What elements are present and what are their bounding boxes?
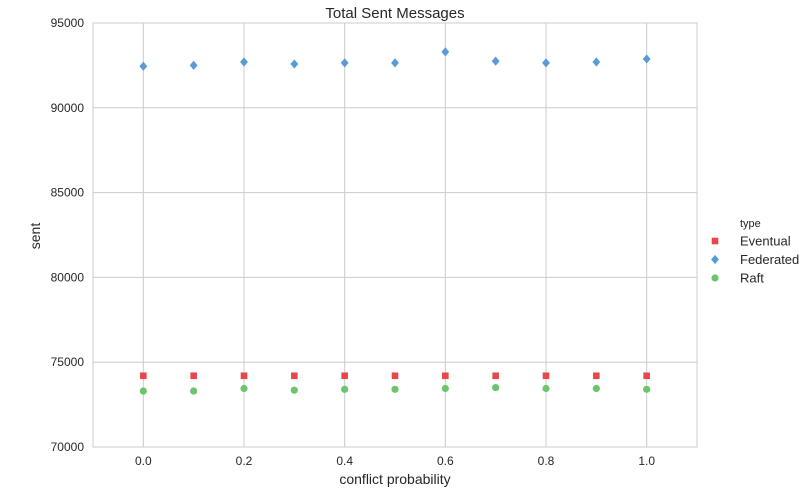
eventual-point	[190, 372, 197, 380]
chart-title: Total Sent Messages	[325, 5, 464, 22]
legend-label-raft: Raft	[740, 271, 764, 286]
federated-point	[340, 58, 349, 68]
federated-point	[240, 57, 248, 67]
raft-point	[341, 385, 349, 393]
eventual-point	[492, 372, 499, 380]
raft-point	[592, 384, 600, 393]
raft-point	[139, 387, 147, 395]
raft-point	[643, 385, 651, 393]
x-tick-label: 0.8	[538, 454, 555, 468]
x-tick-label: 0.4	[336, 454, 353, 468]
raft-point	[240, 384, 248, 393]
eventual-point	[341, 372, 348, 380]
federated-point	[290, 59, 299, 69]
legend-label-eventual: Eventual	[740, 234, 791, 249]
eventual-point	[140, 372, 147, 380]
y-tick-label: 85000	[51, 186, 85, 200]
federated-point	[642, 54, 651, 64]
y-axis-label: sent	[27, 223, 43, 250]
y-tick-label: 80000	[51, 270, 85, 284]
raft-point	[391, 385, 399, 393]
grid-lines	[93, 22, 697, 448]
raft-point	[441, 384, 449, 393]
y-tick-label: 70000	[51, 440, 85, 454]
federated-point	[491, 56, 500, 66]
eventual-point	[643, 372, 650, 380]
legend-label-federated: Federated	[740, 252, 799, 267]
x-tick-label: 0.2	[236, 454, 253, 468]
federated-point	[189, 60, 198, 70]
y-tick-label: 75000	[51, 355, 85, 369]
federated-point	[139, 61, 148, 71]
eventual-point	[391, 372, 399, 380]
plot-area	[92, 22, 698, 448]
eventual-point	[542, 372, 550, 380]
eventual-point	[593, 372, 600, 380]
x-tick-label: 0.6	[437, 454, 454, 468]
legend: type Eventual Federated Raft	[711, 218, 799, 286]
y-tick-label: 95000	[51, 16, 85, 30]
raft-point	[542, 384, 550, 393]
y-tick-label: 90000	[51, 101, 85, 115]
federated-point	[391, 58, 399, 68]
federated-point	[542, 58, 550, 68]
x-axis-label: conflict probability	[339, 471, 450, 487]
legend-marker-raft	[711, 274, 719, 282]
data-points	[139, 47, 651, 395]
legend-title: type	[740, 218, 761, 230]
legend-marker-eventual	[711, 237, 719, 245]
federated-point	[441, 47, 450, 57]
x-tick-label: 0.0	[135, 454, 152, 468]
federated-point	[592, 57, 601, 67]
raft-point	[290, 386, 298, 394]
raft-point	[190, 387, 198, 395]
x-tick-label: 1.0	[638, 454, 655, 468]
eventual-point	[240, 372, 248, 380]
y-axis-ticks: 70000 75000 80000 85000 90000 95000	[51, 16, 85, 454]
raft-point	[492, 384, 500, 392]
eventual-point	[291, 372, 298, 380]
eventual-point	[442, 372, 449, 380]
x-axis-ticks: 0.0 0.2 0.4 0.6 0.8 1.0	[135, 454, 655, 468]
legend-marker-federated	[711, 254, 719, 265]
